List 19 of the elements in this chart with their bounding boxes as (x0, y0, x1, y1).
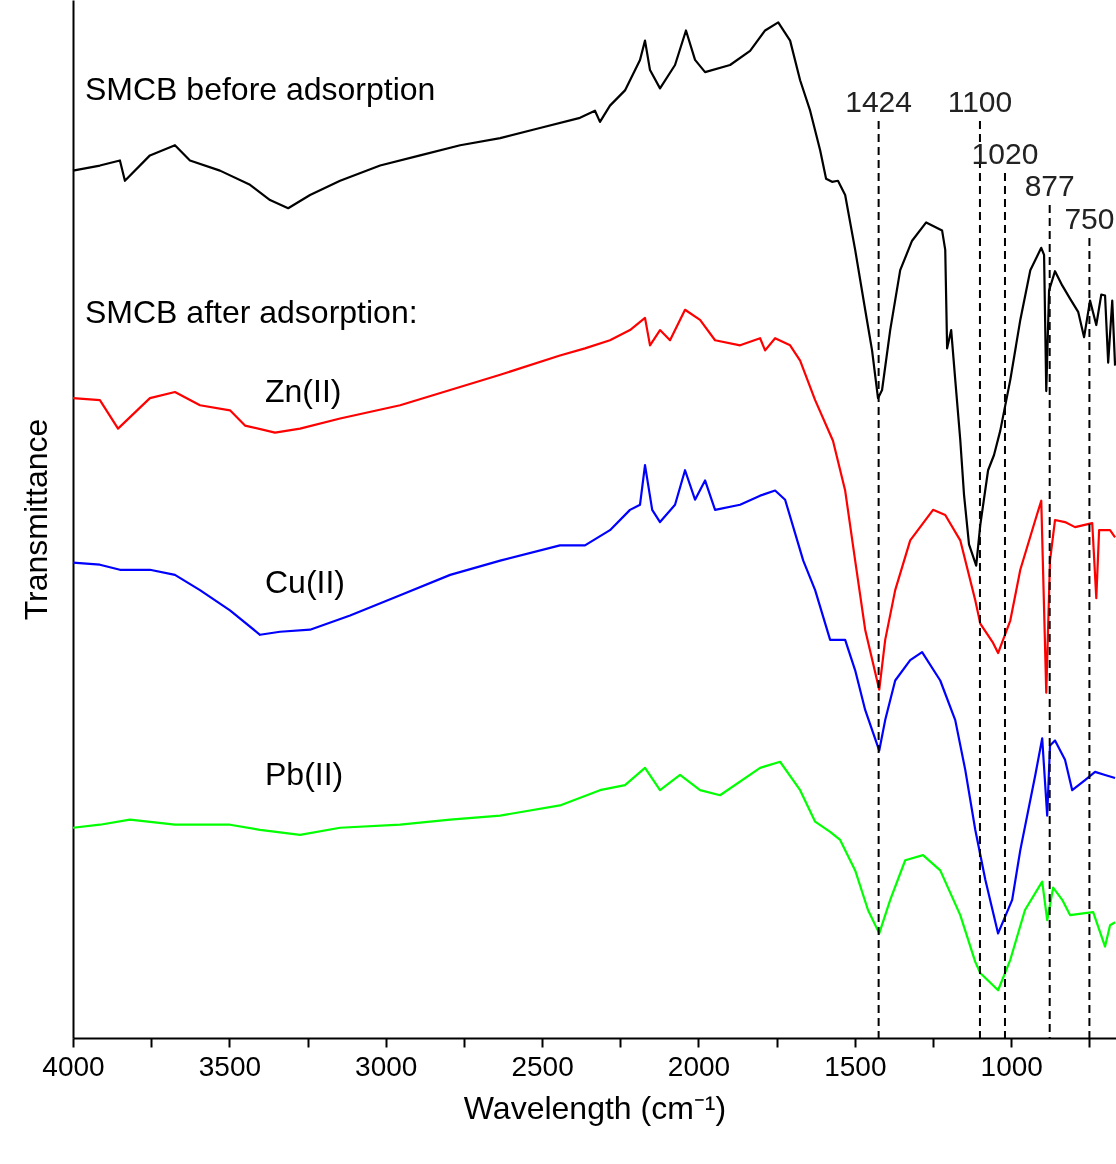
x-tick-label: 2500 (511, 1050, 574, 1082)
x-tick-label: 1000 (980, 1050, 1043, 1082)
x-tick-label: 3000 (355, 1050, 418, 1082)
ref-line-label: 1424 (845, 85, 912, 118)
x-tick-label: 3500 (198, 1050, 262, 1082)
series-label: Cu(II) (265, 564, 345, 600)
series-label: Zn(II) (265, 373, 342, 409)
x-tick-label: 1500 (824, 1050, 887, 1082)
ref-line-label: 750 (1064, 202, 1115, 235)
x-tick-label: 4000 (42, 1050, 105, 1082)
annotation: SMCB after adsorption: (85, 294, 418, 330)
x-tick-label: 2000 (667, 1050, 731, 1082)
ref-line-label: 877 (1024, 169, 1075, 202)
x-axis-title: Wavelength (cm⁻¹) (463, 1089, 727, 1126)
y-axis-title: Transmittance (17, 418, 54, 621)
series-label: Pb(II) (265, 756, 344, 792)
series-label: SMCB before adsorption (85, 71, 436, 107)
ref-line-label: 1020 (971, 137, 1039, 170)
ref-line-label: 1100 (947, 85, 1013, 118)
